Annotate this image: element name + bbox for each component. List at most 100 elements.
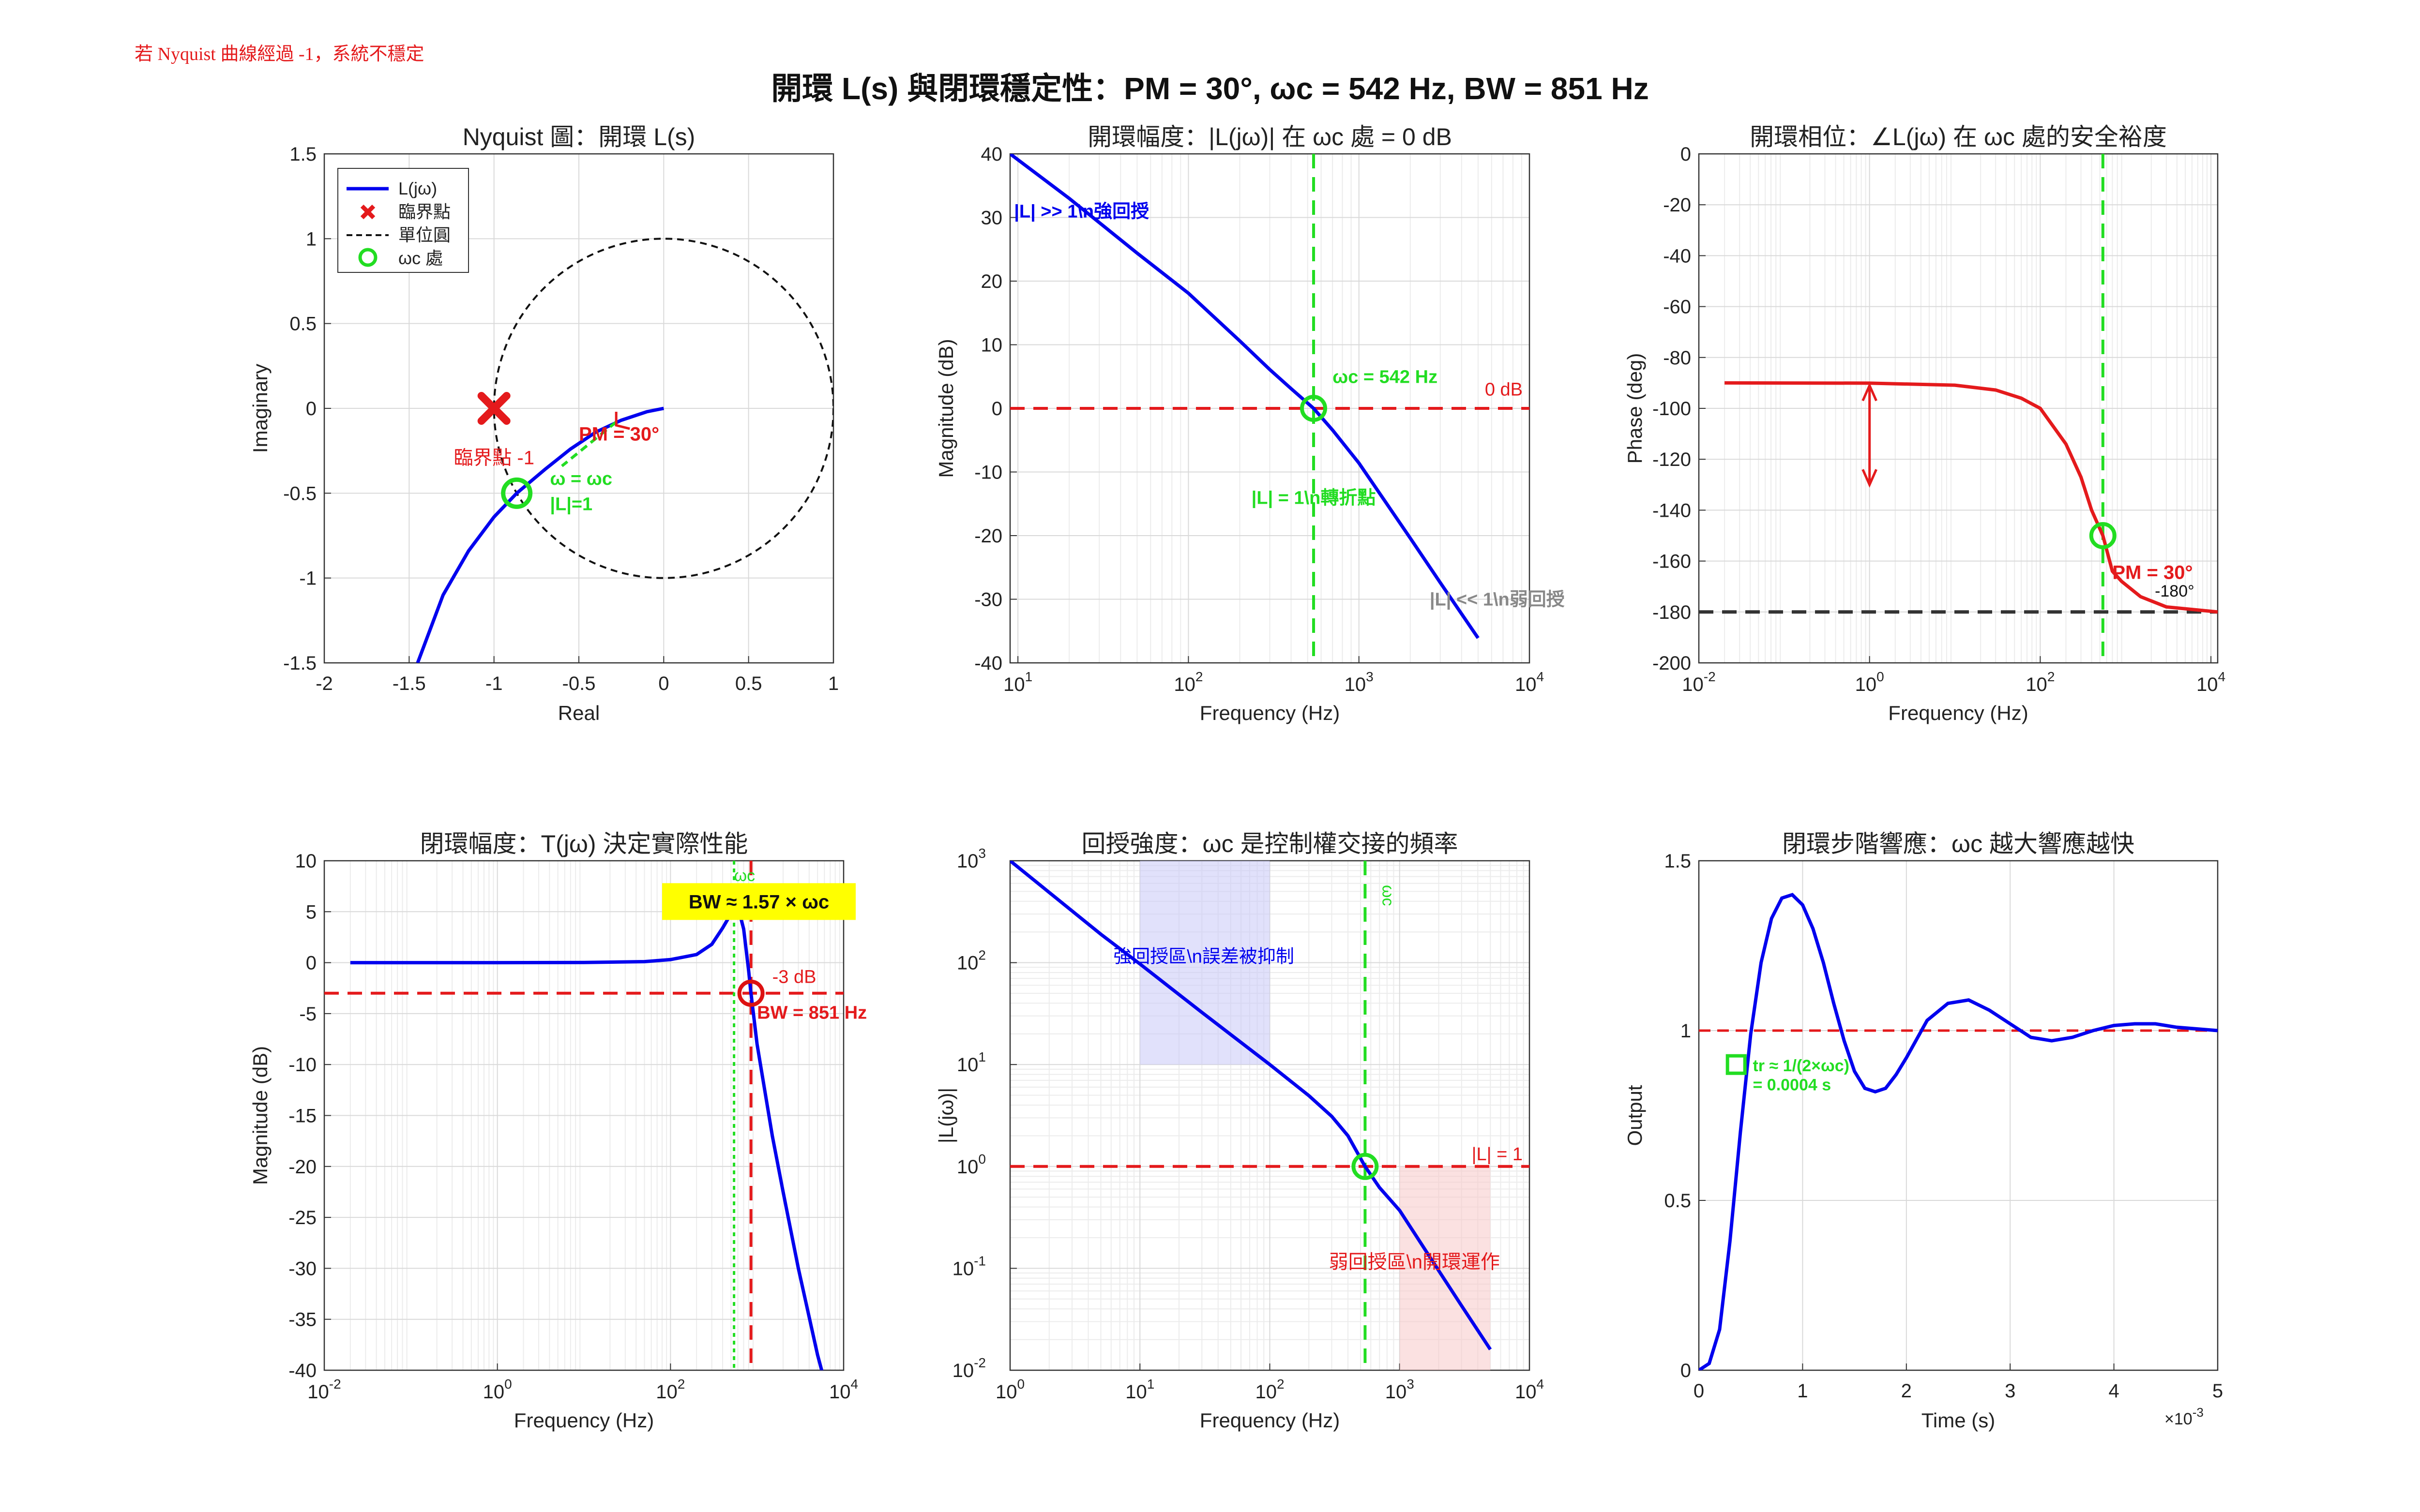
y-tick-label: 1 xyxy=(1680,1020,1691,1042)
y-tick-exponent: 2 xyxy=(978,948,986,963)
x-tick-exponent: -2 xyxy=(329,1377,341,1392)
bw-marker xyxy=(737,979,765,1007)
y-tick-label: 0 xyxy=(1680,144,1691,165)
y-tick-label: 0.5 xyxy=(1664,1190,1691,1212)
annotation-wc: ωc xyxy=(1378,885,1397,906)
y-tick-label: -40 xyxy=(1663,245,1691,267)
chart-step: 0 1 2 3 4 5 0 0.5 1 1.5 閉環步階響應：ωc 越大響應越快 Time (s) Ou… xyxy=(1623,830,2223,1432)
y-tick-label: -180 xyxy=(1652,602,1691,623)
annotation-weak: |L| << 1\n弱回授 xyxy=(1430,590,1565,610)
margin-arrow-head-up xyxy=(1861,382,1877,402)
annotation-omega: ω = ωc xyxy=(550,469,612,489)
chart-open-mag: 101 102 103 104 -40 -30 -20 -10 0 10 20 30 40 開環幅度：|L… xyxy=(935,123,1565,724)
axes-title: Nyquist 圖：開環 L(s) xyxy=(463,123,696,150)
y-axis-label: Phase (deg) xyxy=(1623,353,1646,464)
x-tick-label: 101 xyxy=(1003,669,1032,695)
annotation-bw-ratio: BW ≈ 1.57 × ωc xyxy=(689,891,829,913)
x-tick-exponent: 4 xyxy=(850,1377,858,1392)
y-tick-label: 0 xyxy=(306,398,317,419)
y-tick-label: -100 xyxy=(1652,398,1691,419)
axes-title: 開環相位：∠L(jω) 在 ωc 處的安全裕度 xyxy=(1750,123,2167,150)
x-tick-label: 102 xyxy=(2026,669,2055,695)
y-tick-label: -5 xyxy=(299,1003,317,1025)
annotation-turn: |L| = 1\n轉折點 xyxy=(1252,488,1376,508)
x-tick-label: 104 xyxy=(829,1377,858,1403)
legend-entry: 臨界點 xyxy=(398,202,451,222)
annotation-strong: |L| >> 1\n強回授 xyxy=(1014,202,1149,222)
x-tick-label: 104 xyxy=(1515,1377,1544,1403)
plot-area xyxy=(1010,861,1529,1370)
weak-feedback-region xyxy=(1399,1166,1491,1370)
x-tick-exponent: 4 xyxy=(1536,669,1544,684)
y-tick-label: 0 xyxy=(992,398,1002,419)
wc-marker xyxy=(1351,1153,1379,1180)
plot-area xyxy=(416,238,833,663)
y-axis-label: |L(jω)| xyxy=(935,1088,957,1143)
figure-title: 開環 L(s) 與閉環穩定性：PM = 30°, ωc = 542 Hz, BW… xyxy=(771,71,1649,106)
y-tick-label: -20 xyxy=(1663,195,1691,216)
x-tick-exponent: 2 xyxy=(1277,1377,1285,1392)
y-tick-label: 20 xyxy=(981,271,1003,292)
annotation-wc: ωc = 542 Hz xyxy=(1332,367,1437,387)
x-tick-label: 102 xyxy=(1174,669,1203,695)
annotation-180: -180° xyxy=(2155,582,2194,600)
y-tick-label: 10 xyxy=(295,851,317,872)
x-tick-exponent: 1 xyxy=(1147,1377,1155,1392)
chart-closed-mag: 10-2 100 102 104-40-35-30-25-20-15-10-50510… xyxy=(249,830,867,1432)
annotation-bw-ratio-box xyxy=(662,883,856,920)
x-tick-label: 5 xyxy=(2212,1380,2223,1402)
annotation-rise: tr ≈ 1/(2×ωc) xyxy=(1753,1057,1849,1075)
x-tick-label: 101 xyxy=(1125,1377,1154,1403)
annotation-bw: BW = 851 Hz xyxy=(757,1003,867,1023)
x-tick-label: -1.5 xyxy=(393,673,426,694)
axes-box xyxy=(1698,860,2219,1371)
y-tick-label: 100 xyxy=(957,1152,986,1178)
y-tick-label: -120 xyxy=(1652,449,1691,470)
y-tick-label: -15 xyxy=(288,1106,317,1127)
chart-open-phase: 10-2 100 102 104-200-180-160-140-120-100-80… xyxy=(1623,123,2225,724)
x-tick-label: 102 xyxy=(1255,1377,1284,1403)
x-tick-label: 2 xyxy=(1901,1380,1912,1402)
axes-title: 回授強度：ωc 是控制權交接的頻率 xyxy=(1082,830,1458,857)
wc-marker xyxy=(1300,395,1327,422)
y-axis-label: Output xyxy=(1623,1085,1646,1146)
x-tick-label: 0 xyxy=(1694,1380,1704,1402)
x-axis-label: Frequency (Hz) xyxy=(1200,702,1340,724)
legend-swatch-wc xyxy=(358,248,378,267)
series-line-phase xyxy=(1724,381,2218,614)
margin-arrow-head-down xyxy=(1861,469,1877,488)
x-axis-label: Real xyxy=(558,702,600,724)
annotation-unity: |L| = 1 xyxy=(1472,1144,1523,1165)
axes-box xyxy=(323,860,845,1371)
y-tick-label: 1.5 xyxy=(1664,851,1691,872)
x-tick-label: -2 xyxy=(316,673,333,694)
y-tick-label: -1 xyxy=(299,568,317,589)
y-tick-label: 10-2 xyxy=(953,1355,986,1381)
series-line-L xyxy=(1010,154,1480,639)
x-axis-label: Frequency (Hz) xyxy=(514,1409,654,1432)
annotation-3db: -3 dB xyxy=(772,967,817,988)
y-tick-label: -1.5 xyxy=(283,653,317,674)
x-tick-label: -1 xyxy=(485,673,503,694)
annotation-pm: PM = 30° xyxy=(2112,562,2193,583)
x-tick-label: 1 xyxy=(1797,1380,1808,1402)
y-tick-label: -25 xyxy=(288,1207,317,1228)
y-axis-label: Magnitude (dB) xyxy=(935,339,957,478)
annotation-0db: 0 dB xyxy=(1485,380,1523,400)
x-tick-exponent: 2 xyxy=(2047,669,2055,684)
y-tick-exponent: 1 xyxy=(978,1049,986,1064)
x-tick-exponent: 0 xyxy=(1876,669,1884,684)
x-axis-label: Frequency (Hz) xyxy=(1888,702,2028,724)
axes-box xyxy=(1698,153,2219,664)
wc-marker xyxy=(501,477,533,509)
y-tick-label: -10 xyxy=(288,1054,317,1076)
y-axis-label: Imaginary xyxy=(249,364,272,453)
annotation-rise: = 0.0004 s xyxy=(1753,1076,1831,1094)
x-tick-label: 102 xyxy=(656,1377,685,1403)
x-axis-label: Time (s) xyxy=(1921,1409,1995,1432)
x-axis-label: Frequency (Hz) xyxy=(1200,1409,1340,1432)
y-tick-label: -200 xyxy=(1652,653,1691,674)
y-axis-label: Magnitude (dB) xyxy=(249,1046,272,1185)
